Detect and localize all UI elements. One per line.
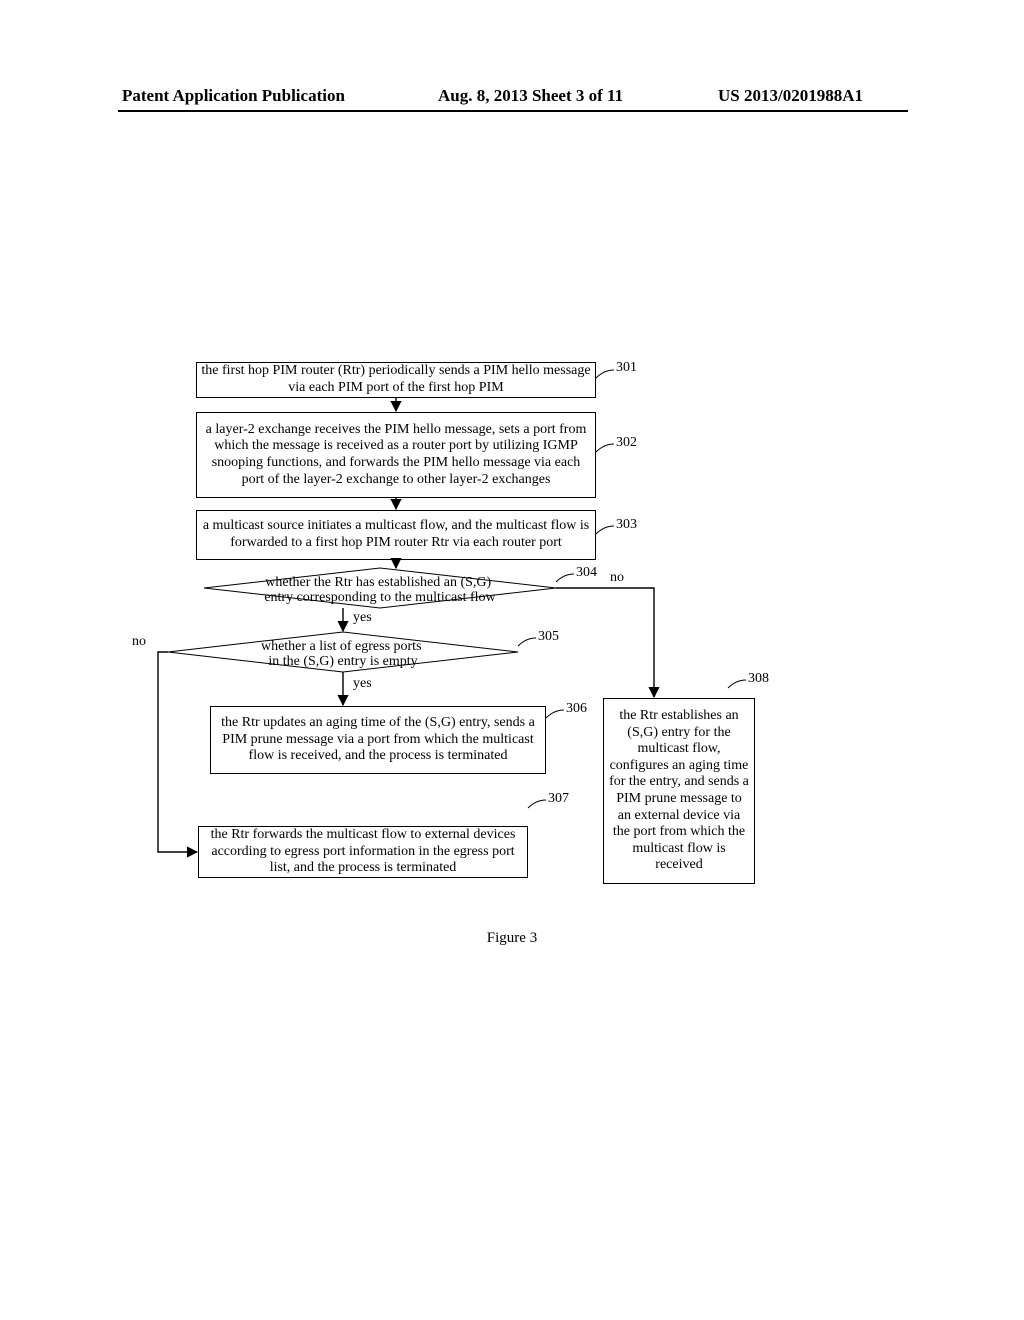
step-308-box: the Rtr establishes an (S,G) entry for t…	[603, 698, 755, 884]
step-308-text: the Rtr establishes an (S,G) entry for t…	[608, 708, 750, 873]
label-yes-304: yes	[353, 610, 372, 626]
stepnum-301: 301	[616, 360, 637, 376]
header-rule	[118, 110, 908, 112]
stepnum-307: 307	[548, 791, 569, 807]
svg-text:whether a list of egress ports: whether a list of egress ports in the (S…	[261, 639, 425, 669]
page: Patent Application Publication Aug. 8, 2…	[0, 0, 1024, 1320]
figure-caption: Figure 3	[0, 930, 1024, 947]
header-right: US 2013/0201988A1	[718, 86, 863, 106]
step-307-text: the Rtr forwards the multicast flow to e…	[203, 827, 523, 877]
step-306-box: the Rtr updates an aging time of the (S,…	[210, 706, 546, 774]
flow-overlay: whether the Rtr has established an (S,G)…	[0, 0, 1024, 1320]
step-301-box: the first hop PIM router (Rtr) periodica…	[196, 362, 596, 398]
label-no-304: no	[610, 570, 624, 586]
stepnum-306: 306	[566, 701, 587, 717]
step-301-text: the first hop PIM router (Rtr) periodica…	[201, 363, 591, 396]
step-307-box: the Rtr forwards the multicast flow to e…	[198, 826, 528, 878]
header-center: Aug. 8, 2013 Sheet 3 of 11	[438, 86, 623, 106]
svg-text:whether the Rtr has establishe: whether the Rtr has established an (S,G)…	[264, 575, 496, 605]
stepnum-302: 302	[616, 435, 637, 451]
stepnum-308: 308	[748, 671, 769, 687]
header-left: Patent Application Publication	[122, 86, 345, 106]
stepnum-305: 305	[538, 629, 559, 645]
stepnum-303: 303	[616, 517, 637, 533]
label-no-305: no	[132, 634, 146, 650]
label-yes-305: yes	[353, 676, 372, 692]
step-302-text: a layer-2 exchange receives the PIM hell…	[201, 422, 591, 488]
stepnum-304: 304	[576, 565, 597, 581]
step-306-text: the Rtr updates an aging time of the (S,…	[215, 715, 541, 765]
step-303-text: a multicast source initiates a multicast…	[201, 518, 591, 551]
step-303-box: a multicast source initiates a multicast…	[196, 510, 596, 560]
step-302-box: a layer-2 exchange receives the PIM hell…	[196, 412, 596, 498]
